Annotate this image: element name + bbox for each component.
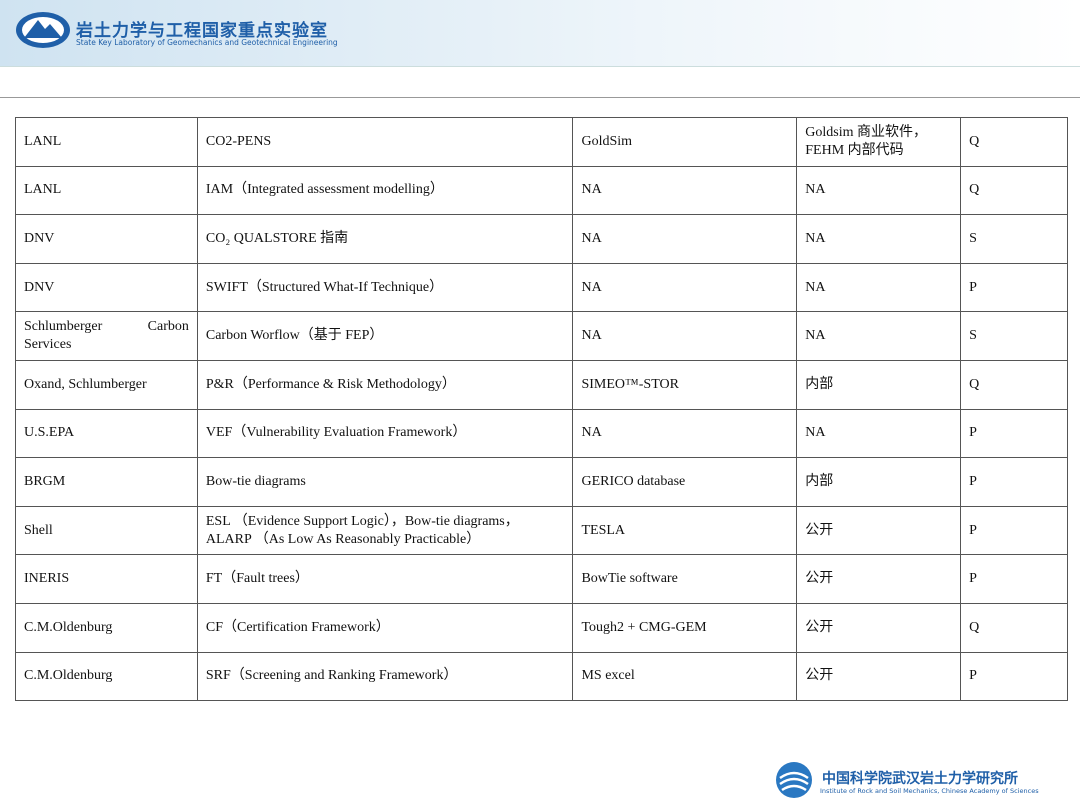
table-cell: Tough2 + CMG-GEM	[572, 602, 798, 653]
table-cell: C.M.Oldenburg	[15, 651, 198, 702]
footer-title: 中国科学院武汉岩土力学研究所	[822, 771, 1018, 787]
header-title: 岩土力学与工程国家重点实验室	[76, 21, 328, 41]
table-cell: NA	[572, 214, 798, 264]
table-cell: MS excel	[572, 651, 798, 702]
table-cell: GoldSim	[572, 117, 798, 167]
table-cell: NA	[796, 165, 962, 216]
table-cell: NA	[796, 311, 962, 361]
table-cell: NA	[796, 214, 962, 264]
table-cell: P&R（Performance & Risk Methodology）	[196, 359, 574, 410]
table-cell: ESL （Evidence Support Logic），Bow-tie dia…	[196, 505, 574, 556]
table-cell: P	[960, 651, 1068, 702]
footer-logo	[776, 762, 812, 798]
table-cell: S	[960, 214, 1068, 264]
table-row: Shell ESL （Evidence Support Logic），Bow-ti…	[15, 505, 1068, 556]
table-row: DNV CO₂ QUALSTORE 指南 NA NA S	[15, 214, 1068, 264]
header: 岩土力学与工程国家重点实验室 State Key Laboratory of G…	[0, 0, 1080, 67]
table-cell: NA	[572, 262, 798, 313]
table-cell: P	[960, 408, 1068, 459]
table-cell: CO2-PENS	[196, 117, 574, 167]
table-row: LANL IAM（Integrated assessment modelling）…	[15, 165, 1068, 216]
table-cell: LANL	[15, 165, 198, 216]
table-row: LANL CO2-PENS GoldSim Goldsim 商业软件，FEHM 内部代…	[15, 117, 1068, 167]
table-cell: 公开	[796, 554, 962, 604]
table-cell: 公开	[796, 505, 962, 556]
table-cell: FT（Fault trees）	[196, 554, 574, 604]
table-row: C.M.Oldenburg SRF（Screening and Ranking F…	[15, 651, 1068, 702]
table-cell: TESLA	[572, 505, 798, 556]
table-cell: U.S.EPA	[15, 408, 198, 459]
table-cell: IAM（Integrated assessment modelling）	[196, 165, 574, 216]
table-cell: Q	[960, 117, 1068, 167]
table-cell: SWIFT（Structured What-If Technique）	[196, 262, 574, 313]
table-cell: Oxand, Schlumberger	[15, 359, 198, 410]
header-subtitle: State Key Laboratory of Geomechanics and…	[76, 38, 338, 47]
table-cell: Goldsim 商业软件，FEHM 内部代码	[796, 117, 962, 167]
data-table: LANL CO2-PENS GoldSim Goldsim 商业软件，FEHM 内部代…	[15, 117, 1068, 702]
table-cell: LANL	[15, 117, 198, 167]
table-row: Oxand, Schlumberger P&R（Performance & Ris…	[15, 359, 1068, 410]
table-row: Schlumberger Carbon Services Carbon Worfl…	[15, 311, 1068, 361]
table-cell: Q	[960, 165, 1068, 216]
table-cell: Bow-tie diagrams	[196, 457, 574, 507]
table-cell: P	[960, 457, 1068, 507]
table-row: C.M.Oldenburg CF（Certification Framework）…	[15, 602, 1068, 653]
table-row: BRGM Bow-tie diagrams GERICO database 内部 P	[15, 457, 1068, 507]
table-cell: Q	[960, 359, 1068, 410]
table-cell: Q	[960, 602, 1068, 653]
table-row: DNV SWIFT（Structured What-If Technique） NA…	[15, 262, 1068, 313]
table-cell: NA	[796, 408, 962, 459]
table-cell: P	[960, 505, 1068, 556]
table-cell: GERICO database	[572, 457, 798, 507]
table-cell: 内部	[796, 359, 962, 410]
table-cell: SIMEO™-STOR	[572, 359, 798, 410]
table-cell: NA	[572, 165, 798, 216]
table-cell: NA	[572, 311, 798, 361]
table-cell: DNV	[15, 214, 198, 264]
footer-subtitle: Institute of Rock and Soil Mechanics, Ch…	[820, 787, 1039, 795]
table-cell: BowTie software	[572, 554, 798, 604]
table-cell: NA	[796, 262, 962, 313]
table-cell: NA	[572, 408, 798, 459]
table-cell: BRGM	[15, 457, 198, 507]
table-cell: 公开	[796, 602, 962, 653]
logo	[16, 12, 70, 48]
content-frame	[0, 97, 1080, 788]
table-cell: CO₂ QUALSTORE 指南	[196, 214, 574, 264]
table-cell: 公开	[796, 651, 962, 702]
table-cell: S	[960, 311, 1068, 361]
table-cell: CF（Certification Framework）	[196, 602, 574, 653]
table-row: U.S.EPA VEF（Vulnerability Evaluation Fram…	[15, 408, 1068, 459]
table-cell: P	[960, 554, 1068, 604]
table-cell: 内部	[796, 457, 962, 507]
table-cell: DNV	[15, 262, 198, 313]
table-cell: Schlumberger Carbon Services	[15, 311, 198, 361]
table-cell: INERIS	[15, 554, 198, 604]
table-cell: Carbon Worflow（基于 FEP）	[196, 311, 574, 361]
table-cell: Shell	[15, 505, 198, 556]
table-row: INERIS FT（Fault trees） BowTie software 公开 P	[15, 554, 1068, 604]
table-cell: SRF（Screening and Ranking Framework）	[196, 651, 574, 702]
table-cell: VEF（Vulnerability Evaluation Framework）	[196, 408, 574, 459]
table-cell: C.M.Oldenburg	[15, 602, 198, 653]
table-cell: P	[960, 262, 1068, 313]
